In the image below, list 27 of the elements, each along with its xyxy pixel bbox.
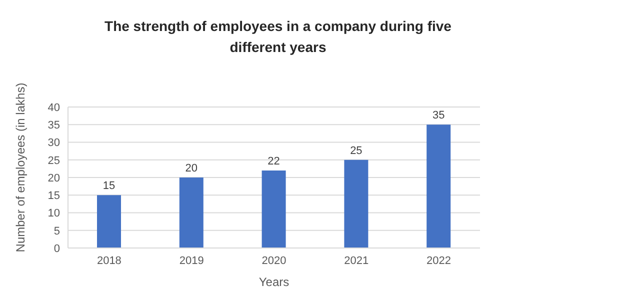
y-tick-label: 15 [48,190,60,202]
y-tick-label: 10 [48,208,60,220]
bar [97,195,121,248]
x-tick-label: 2018 [96,254,122,267]
chart-title: The strength of employees in a company during five different years [104,17,452,57]
data-label: 15 [102,180,116,192]
bar [179,178,204,248]
bar [344,160,368,248]
data-label: 25 [350,144,362,157]
x-tick-label: 2021 [344,254,369,267]
data-label: 20 [185,162,198,174]
bar [262,170,286,248]
y-axis-title: Number of employees (in lakhs) [13,82,28,252]
y-tick-label: 35 [48,120,60,132]
data-label: 22 [268,155,280,168]
bar [426,124,451,248]
y-tick-label: 20 [48,172,60,184]
x-axis-title: Years [258,275,290,289]
x-tick-label: 2019 [179,254,204,267]
y-tick-label: 5 [54,225,60,238]
data-label: 35 [432,110,445,122]
y-tick-label: 30 [48,137,60,150]
y-tick-label: 0 [54,242,60,255]
x-tick-label: 2022 [426,254,452,267]
x-tick-label: 2020 [262,254,286,267]
y-tick-label: 25 [48,154,60,167]
y-tick-label: 40 [48,102,60,114]
